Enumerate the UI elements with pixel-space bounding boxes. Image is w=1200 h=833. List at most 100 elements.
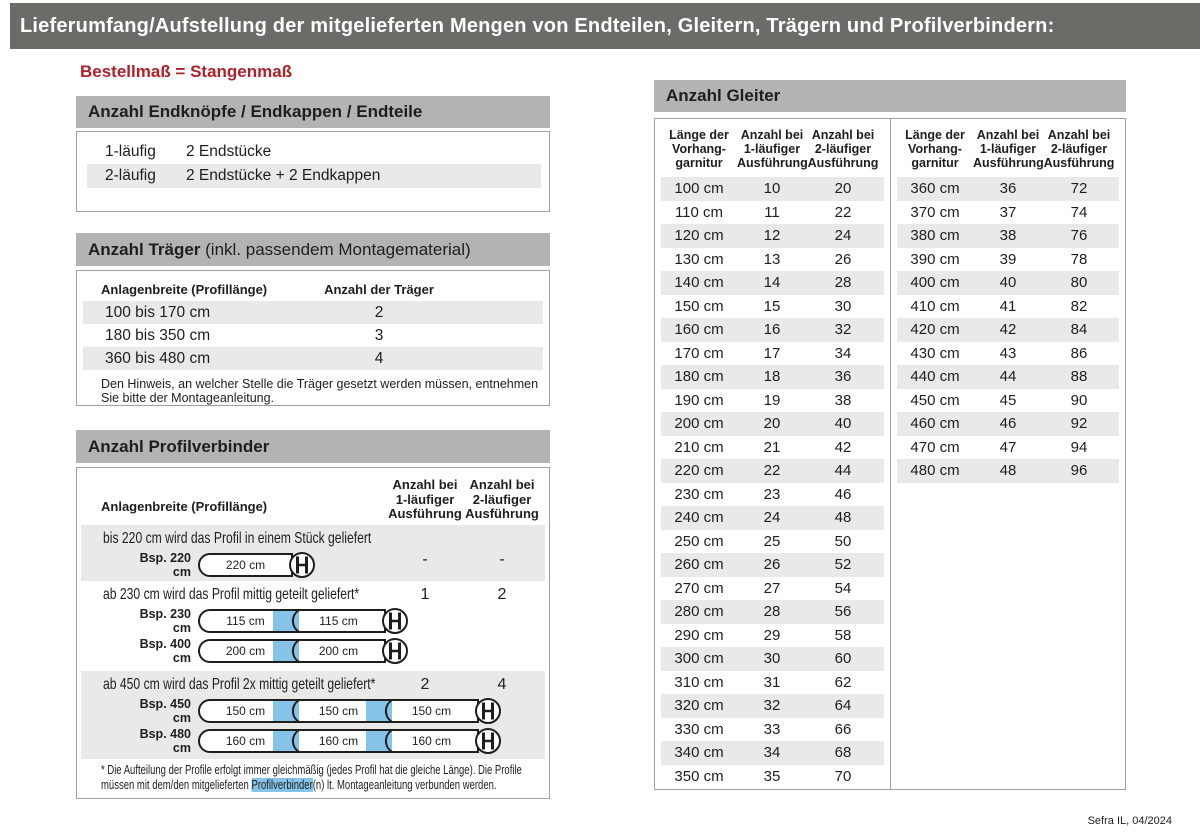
profile-rod-diagram: 220 cm [198, 552, 315, 578]
two-run-count: 24 [834, 227, 852, 244]
table-row: 230 cm 23 46 [661, 483, 884, 507]
traeger-table-rows: 100 bis 170 cm 2 180 bis 350 cm 3 360 bis 48… [77, 301, 549, 370]
table-row: 160 cm 16 32 [661, 318, 884, 342]
example-label: Bsp. 400 cm [139, 637, 191, 665]
table-row: 470 cm 47 94 [897, 436, 1119, 460]
one-run-count: 41 [999, 297, 1017, 315]
one-run-count: 38 [999, 227, 1017, 244]
length-value: 100 cm [674, 180, 724, 197]
example-label: Bsp. 450 cm [139, 697, 191, 725]
endteile-table-body: 1-läufig 2 Endstücke 2-läufig 2 Endstücke +… [76, 131, 550, 212]
two-run-count: 78 [1070, 250, 1088, 268]
parts-value: 2 Endstücke + 2 Endkappen [186, 167, 381, 184]
column-header-length: Länge der Vorhang- garnitur [669, 128, 729, 170]
segment-length-label: 150 cm [412, 704, 451, 718]
one-run-count: 16 [763, 321, 781, 338]
two-run-count: 56 [834, 603, 852, 620]
one-run-count: 20 [763, 415, 781, 432]
connector-highlight [273, 701, 299, 721]
table-row: 240 cm 24 48 [661, 506, 884, 530]
table-row: 360 cm 36 72 [897, 177, 1119, 201]
connector-highlight [273, 641, 299, 661]
carrier-count-value: 4 [374, 350, 384, 367]
segment-length-label: 160 cm [412, 734, 451, 748]
table-row: 150 cm 15 30 [661, 295, 884, 319]
length-value: 430 cm [910, 344, 960, 362]
one-run-count: 36 [999, 180, 1017, 197]
table-row: 340 cm 34 68 [661, 741, 884, 765]
one-run-count: 42 [999, 321, 1017, 338]
table-header-row: Länge der Vorhang- garnitur Anzahl bei 1-… [891, 119, 1125, 177]
length-value: 110 cm [674, 203, 724, 221]
length-value: 320 cm [674, 697, 724, 714]
highlighted-term: Profilverbinder [251, 778, 313, 792]
example-label: Bsp. 480 cm [139, 727, 191, 755]
profile-example: Bsp. 450 cm 150 cm 150 cm 150 cm [121, 696, 549, 726]
table-row: 280 cm 28 56 [661, 600, 884, 624]
profile-example: Bsp. 480 cm 160 cm 160 cm 160 cm [121, 726, 549, 756]
table-row: 450 cm 45 90 [897, 389, 1119, 413]
one-run-count: 12 [763, 227, 781, 244]
profile-example: Bsp. 400 cm 200 cm 200 cm [121, 636, 549, 666]
table-row: 310 cm 31 62 [661, 671, 884, 695]
document-footer: Sefra IL, 04/2024 [1087, 815, 1172, 827]
table-row: 420 cm 42 84 [897, 318, 1119, 342]
count-one-run: 1 [420, 586, 430, 603]
length-value: 120 cm [674, 227, 724, 244]
profilverbinder-header-row: Anlagenbreite (Profillänge) Anzahl bei 1… [77, 468, 549, 525]
length-value: 380 cm [910, 227, 960, 244]
count-two-run: - [499, 551, 505, 568]
column-header-two-run: Anzahl bei 2-läufiger Ausführung [465, 477, 539, 521]
table-row: 250 cm 25 50 [661, 530, 884, 554]
profile-rod-diagram: 150 cm 150 cm 150 cm [198, 698, 501, 724]
gleiter-section-header: Anzahl Gleiter [654, 80, 1126, 112]
two-run-count: 36 [834, 368, 852, 385]
two-run-count: 52 [834, 556, 852, 573]
length-value: 390 cm [910, 250, 960, 268]
length-value: 450 cm [910, 391, 960, 409]
gleiter-right: Länge der Vorhang- garnitur Anzahl bei 1-… [891, 119, 1125, 789]
one-run-count: 35 [763, 767, 781, 785]
page-title: Lieferumfang/Aufstellung der mitgeliefer… [10, 3, 1200, 49]
two-run-count: 32 [834, 321, 852, 338]
table-row: 480 cm 48 96 [897, 459, 1119, 483]
two-run-count: 96 [1070, 462, 1088, 479]
column-header-one-run: Anzahl bei 1-läufiger Ausführung [737, 128, 808, 170]
table-row: 180 bis 350 cm 3 [77, 324, 549, 347]
two-run-count: 72 [1070, 180, 1088, 197]
two-run-count: 46 [834, 485, 852, 503]
segment-length-label: 115 cm [226, 614, 264, 628]
segment-length-label: 160 cm [319, 734, 358, 748]
two-run-count: 48 [834, 509, 852, 526]
connector-highlight [273, 611, 299, 631]
two-run-count: 26 [834, 250, 852, 268]
two-run-count: 64 [834, 697, 852, 714]
column-header-two-run: Anzahl bei 2-läufiger Ausführung [807, 128, 879, 170]
two-run-count: 94 [1070, 438, 1088, 456]
two-run-count: 60 [834, 650, 852, 667]
order-measure-note: Bestellmaß = Stangenmaß [80, 62, 293, 81]
one-run-count: 17 [763, 344, 781, 362]
table-row: bis 220 cm wird das Profil in einem Stüc… [77, 525, 549, 581]
table-row: 220 cm 22 44 [661, 459, 884, 483]
length-value: 300 cm [674, 650, 724, 667]
table-row: 350 cm 35 70 [661, 765, 884, 789]
table-row: 400 cm 40 80 [897, 271, 1119, 295]
traeger-table: Anlagenbreite (Profillänge) Anzahl der T… [76, 270, 550, 406]
traeger-title-suffix: (inkl. passendem Montagematerial) [200, 240, 471, 259]
one-run-count: 40 [999, 274, 1017, 291]
length-value: 480 cm [910, 462, 960, 479]
length-value: 400 cm [910, 274, 960, 291]
length-value: 240 cm [674, 509, 724, 526]
two-run-count: 34 [834, 344, 852, 362]
two-run-count: 20 [834, 180, 852, 197]
two-run-count: 66 [834, 720, 852, 738]
run-type-label: 1-läufig [105, 143, 156, 160]
length-value: 160 cm [674, 321, 724, 338]
table-row: 1-läufig 2 Endstücke [77, 140, 549, 164]
length-value: 290 cm [674, 626, 724, 644]
traeger-title: Anzahl Träger [88, 240, 201, 259]
length-value: 370 cm [910, 203, 960, 221]
table-row: 290 cm 29 58 [661, 624, 884, 648]
table-row: 330 cm 33 66 [661, 718, 884, 742]
